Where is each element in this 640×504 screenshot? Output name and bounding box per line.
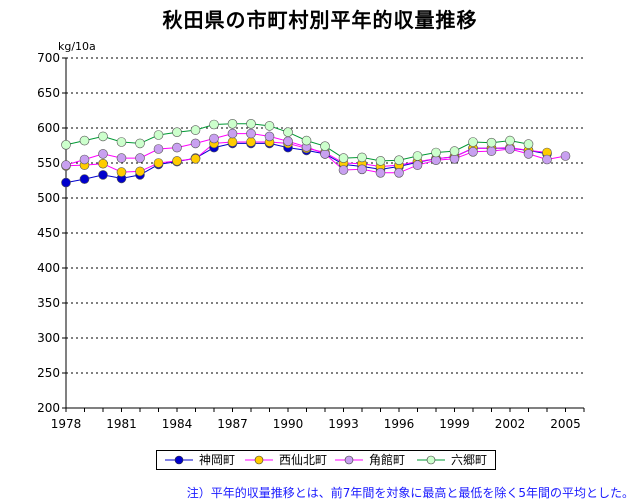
data-point [227,128,238,139]
data-point [264,121,275,131]
data-point [357,152,367,163]
data-point [394,155,404,165]
x-tick-label: 1978 [51,417,82,431]
data-point [190,154,201,164]
y-tick-label: 500 [37,191,60,205]
data-point [135,153,145,163]
data-point [357,164,367,175]
x-tick-label: 1993 [328,417,359,431]
data-point [116,137,127,147]
data-point [486,146,497,156]
data-point [283,136,293,147]
legend: 神岡町 西仙北町 角館町 六郷町 [156,450,496,470]
legend-label: 角館町 [369,453,406,467]
data-point [172,156,182,166]
y-axis-unit: kg/10a [58,40,96,53]
data-point [431,147,441,158]
legend-label: 六郷町 [451,453,488,467]
data-point [542,154,552,165]
series-line [65,133,566,174]
data-point [209,133,219,144]
data-point [468,137,478,147]
legend-label: 神岡町 [199,453,236,467]
data-point [98,131,108,142]
data-point [375,168,386,178]
data-point [98,149,108,159]
x-tick-label: 1999 [439,417,470,431]
data-point [246,119,256,129]
data-point [153,130,164,140]
y-tick-label: 300 [37,331,60,345]
data-point [505,135,515,146]
y-tick-label: 400 [37,261,60,275]
x-tick-label: 2002 [495,417,526,431]
x-tick-label: 1990 [273,417,304,431]
data-point [486,137,497,148]
legend-label: 西仙北町 [279,453,328,467]
footnote: 注）平年的収量推移とは、前7年間を対象に最高と最低を除く5年間の平均とした。 [186,486,634,500]
y-tick-label: 250 [37,366,60,380]
data-point [135,138,145,149]
data-point [283,127,293,137]
data-point [338,165,349,175]
data-point [79,154,90,165]
data-point [61,177,71,188]
chart-title: 秋田県の市町村別平年的収量推移 [162,8,478,32]
data-point [412,151,423,161]
data-point [227,119,238,129]
data-point [320,141,330,151]
data-point [98,158,108,169]
data-point [412,160,423,170]
data-point [375,156,386,166]
data-point [523,139,534,149]
x-tick-label: 2005 [550,417,581,431]
data-point [227,137,238,147]
data-point [116,167,127,177]
data-point [523,149,534,159]
y-tick-label: 650 [37,86,60,100]
data-point [61,160,71,170]
x-tick-label: 1981 [106,417,137,431]
data-point [190,125,201,135]
data-point [264,131,275,142]
data-point [98,170,108,180]
data-point [246,137,256,147]
data-point [449,146,460,156]
data-point [394,168,404,178]
y-tick-label: 600 [37,121,60,135]
data-point [116,153,127,163]
data-point [190,138,201,149]
data-point [79,174,90,184]
data-point [560,151,571,161]
x-tick-label: 1987 [217,417,248,431]
data-point [209,119,219,130]
y-tick-label: 700 [37,51,60,65]
y-tick-label: 550 [37,156,60,170]
data-point [172,142,182,153]
data-point [246,128,256,139]
y-tick-label: 200 [37,401,60,415]
data-point [153,158,164,168]
y-tick-label: 450 [37,226,60,240]
data-point [79,135,90,146]
data-point [338,153,349,163]
data-point [301,135,312,146]
data-point [153,144,164,154]
x-tick-label: 1984 [162,417,193,431]
y-tick-label: 350 [37,296,60,310]
data-point [468,147,478,157]
data-point [61,140,71,150]
data-point [172,127,182,137]
data-point [135,166,145,177]
x-tick-label: 1996 [384,417,415,431]
data-point [505,144,515,154]
